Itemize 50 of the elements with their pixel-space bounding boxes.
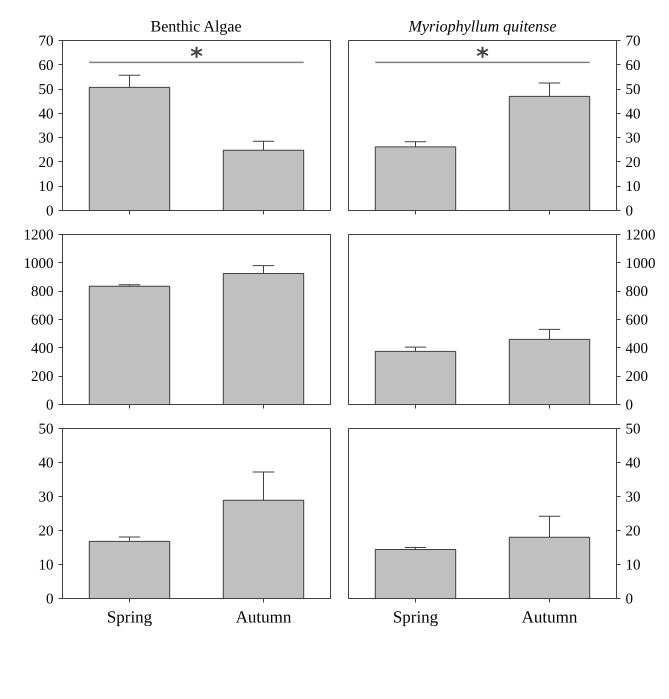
ref-line-label: *	[476, 42, 490, 70]
y-tick-label: 30	[38, 130, 54, 147]
y-tick-label: 1200	[24, 228, 54, 244]
y-tick-label: 0	[46, 592, 54, 608]
y-tick-label: 10	[38, 558, 54, 574]
y-tick-label: 10	[626, 558, 640, 574]
y-tick-label: 0	[46, 204, 54, 220]
y-tick-label: 70	[38, 34, 54, 50]
y-tick-label: 400	[626, 340, 648, 357]
y-tick-label: 200	[626, 369, 648, 386]
y-tick-label: 600	[626, 312, 648, 328]
y-tick-label: 800	[31, 284, 54, 300]
y-tick-label: 50	[38, 422, 54, 438]
y-tick-label: 50	[38, 82, 54, 98]
y-tick-label: 1000	[24, 256, 54, 272]
chart-title: Benthic Algae	[150, 18, 242, 36]
y-tick-label: 20	[38, 524, 54, 540]
y-tick-label: 20	[38, 154, 54, 171]
y-tick-label: 20	[626, 524, 640, 540]
ref-line-label: *	[190, 42, 204, 70]
y-tick-label: 0	[626, 204, 633, 220]
y-tick-label: 800	[626, 284, 648, 300]
y-tick-label: 10	[38, 179, 54, 196]
y-tick-label: 50	[626, 82, 640, 98]
y-tick-label: 70	[626, 34, 640, 50]
y-tick-label: 60	[38, 58, 54, 74]
x-tick-label: Autumn	[522, 608, 578, 626]
y-tick-label: 400	[31, 340, 54, 357]
y-tick-label: 600	[31, 312, 54, 328]
y-tick-label: 50	[626, 422, 640, 438]
y-tick-label: 0	[46, 398, 54, 414]
x-tick-label: Spring	[392, 608, 439, 626]
y-tick-label: 30	[626, 130, 640, 147]
y-tick-label: 60	[626, 58, 640, 74]
y-tick-label: 1000	[626, 256, 656, 272]
y-tick-label: 40	[38, 106, 54, 122]
y-tick-label: 40	[38, 456, 54, 472]
y-tick-label: 0	[626, 398, 633, 414]
y-tick-label: 10	[626, 179, 640, 196]
y-tick-label: 20	[626, 154, 640, 171]
x-tick-label: Spring	[106, 608, 153, 626]
y-tick-label: 30	[38, 490, 54, 506]
y-tick-label: 30	[626, 490, 640, 506]
y-tick-label: 200	[31, 369, 54, 386]
y-tick-label: 1200	[626, 228, 656, 244]
y-tick-label: 40	[626, 106, 640, 122]
x-tick-label: Autumn	[236, 608, 292, 626]
y-tick-label: 0	[626, 592, 633, 608]
y-tick-label: 40	[626, 456, 640, 472]
chart-title: Myriophyllum quitense	[408, 18, 556, 36]
